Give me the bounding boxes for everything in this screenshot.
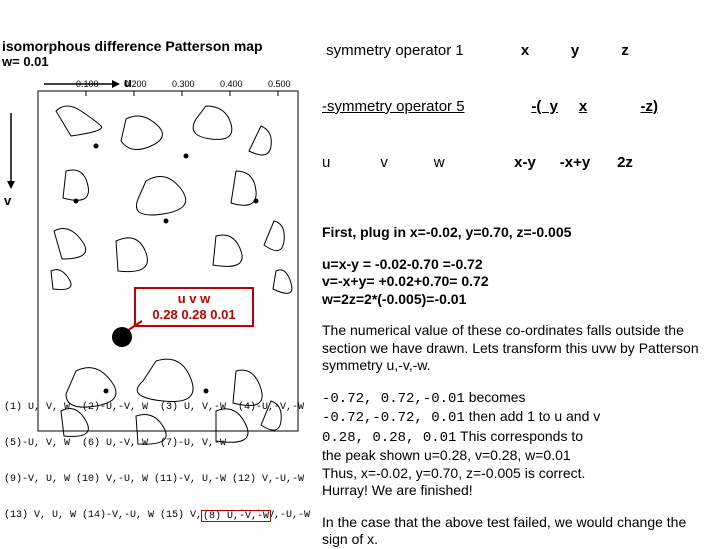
final-para: In the case that the above test failed, …: [322, 514, 714, 549]
first-plug-in: First, plug in x=-0.02, y=0.70, z=-0.005: [322, 224, 714, 242]
becomes: becomes: [465, 389, 526, 405]
uvw-label: u v w: [322, 154, 500, 173]
right-panel: symmetry operator 1 x y z -symmetry oper…: [322, 4, 714, 549]
res-u: x-y: [500, 154, 550, 173]
op1-y: y: [550, 42, 600, 61]
sym-op-8-highlight: (8) U,-V,-W: [201, 510, 271, 522]
uvw-header: u v w: [140, 291, 248, 307]
patterson-peak-dot: [112, 327, 132, 347]
operator-table: symmetry operator 1 x y z -symmetry oper…: [322, 4, 714, 210]
sym-line-3: (9)-V, U, W (10) V,-U, W (11)-V, U,-W (1…: [4, 474, 310, 486]
calc-block: u=x-y = -0.02-0.70 =-0.72 v=-x+y= +0.02+…: [322, 256, 714, 309]
op1-z: z: [600, 42, 650, 61]
calc-u: u=x-y = -0.02-0.70 =-0.72: [322, 256, 714, 274]
op1-x: x: [500, 42, 550, 61]
svg-text:0.400: 0.400: [220, 79, 243, 89]
v-axis-arrow: v: [4, 111, 18, 194]
op5-z: -z): [608, 98, 658, 117]
peak-line: the peak shown u=0.28, v=0.28, w=0.01: [322, 447, 571, 463]
v-label: v: [4, 193, 11, 208]
thus-line: Thus, x=-0.02, y=0.70, z=-0.005 is corre…: [322, 465, 585, 481]
corresp: This corresponds to: [456, 428, 583, 444]
sym-line-2: (5)-U, V, W (6) U,-V, W (7)-U, V,-W: [4, 438, 310, 450]
calc-v: v=-x+y= +0.02+0.70= 0.72: [322, 273, 714, 291]
u-axis-arrow: u: [42, 77, 122, 94]
res-v: -x+y: [550, 154, 600, 173]
op5-y: x: [558, 98, 608, 117]
hurray-line: Hurray! We are finished!: [322, 482, 473, 498]
addu: then add 1 to u and v: [465, 408, 600, 424]
svg-text:0.500: 0.500: [268, 79, 291, 89]
uvw-values: 0.28 0.28 0.01: [140, 307, 248, 323]
t2: -0.72,-0.72, 0.01: [322, 410, 465, 426]
t3: 0.28, 0.28, 0.01: [322, 430, 456, 446]
uvw-callout: u v w 0.28 0.28 0.01: [134, 287, 254, 327]
op5-label: -symmetry operator 5: [322, 98, 500, 117]
sym-line-1: (1) U, V, W (2)-U,-V, W (3) U, V,-W (4)-…: [4, 402, 310, 414]
u-label: u: [124, 75, 132, 90]
t1: -0.72, 0.72,-0.01: [322, 391, 465, 407]
map-title: isomorphous difference Patterson map: [0, 38, 310, 54]
map-sub: w= 0.01: [0, 54, 310, 69]
calc-w: w=2z=2*(-0.005)=-0.01: [322, 291, 714, 309]
transform-block: -0.72, 0.72,-0.01 becomes -0.72,-0.72, 0…: [322, 389, 714, 500]
op1-label: symmetry operator 1: [322, 42, 500, 61]
explain-para: The numerical value of these co-ordinate…: [322, 322, 714, 375]
res-w: 2z: [600, 154, 650, 173]
svg-text:0.300: 0.300: [172, 79, 195, 89]
op5-x: -( y: [500, 98, 558, 117]
